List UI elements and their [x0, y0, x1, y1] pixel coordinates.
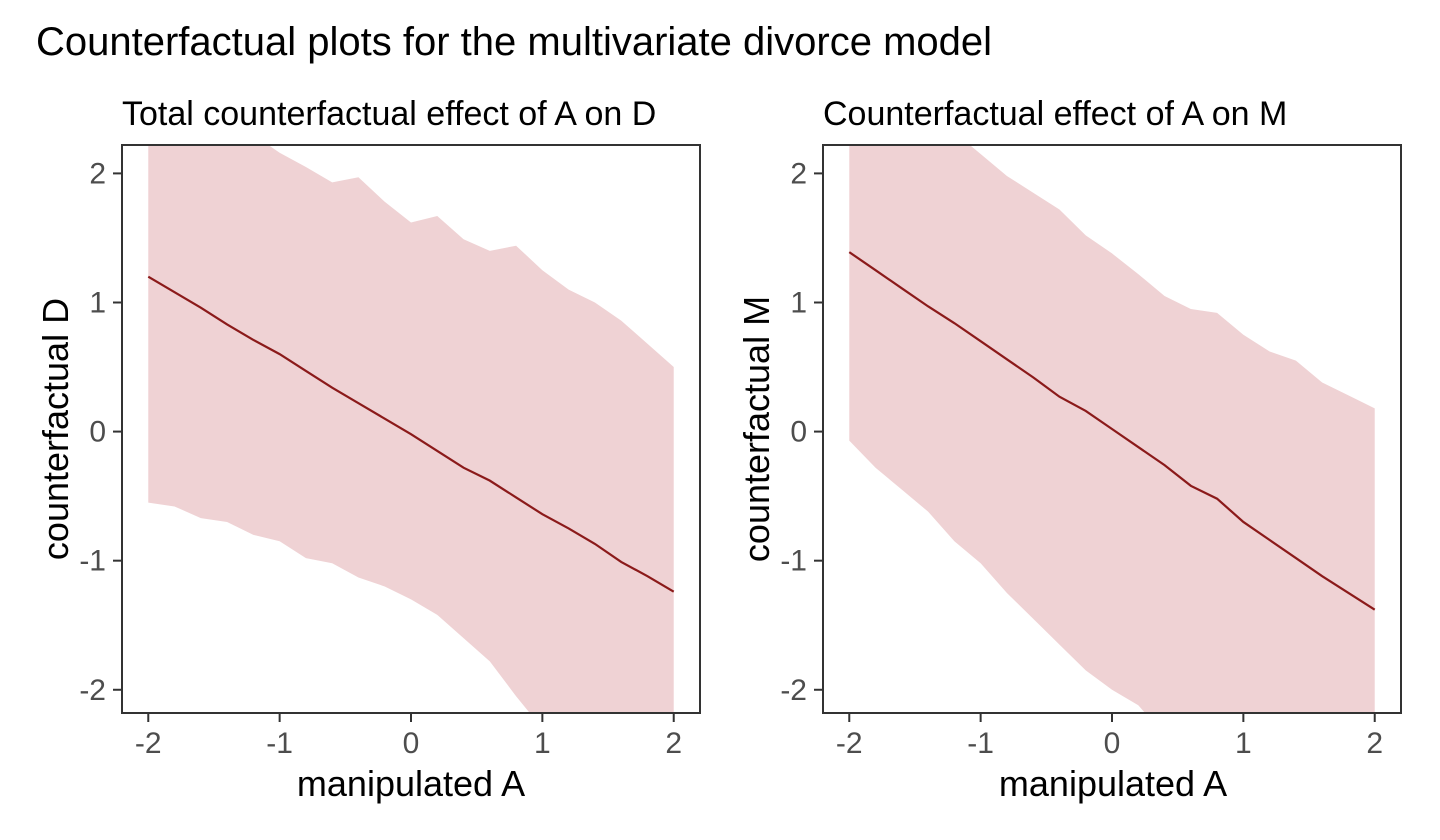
- figure-title: Counterfactual plots for the multivariat…: [36, 20, 993, 64]
- y-tick-label: -2: [780, 674, 807, 707]
- prediction-interval-ribbon: [849, 145, 1375, 713]
- posterior-mean-line: [147, 275, 675, 593]
- x-tick-label: 1: [1235, 727, 1252, 760]
- x-tick-label: -1: [967, 727, 994, 760]
- right-x-axis-title: manipulated A: [998, 763, 1228, 804]
- prediction-interval-ribbon: [148, 145, 674, 713]
- left-plot-title: Total counterfactual effect of A on D: [122, 95, 657, 133]
- y-tick-label: 0: [790, 416, 807, 449]
- x-tick-label: -1: [266, 727, 293, 760]
- x-tick-label: 0: [403, 727, 420, 760]
- right-plot-title: Counterfactual effect of A on M: [823, 95, 1288, 133]
- x-tick-label: 1: [534, 727, 551, 760]
- x-tick-label: -2: [135, 727, 162, 760]
- y-tick-label: 2: [790, 157, 807, 190]
- y-tick-label: 1: [89, 286, 106, 319]
- x-tick-label: 0: [1104, 727, 1121, 760]
- left-x-axis-title: manipulated A: [296, 763, 526, 804]
- y-tick-label: 2: [89, 157, 106, 190]
- y-tick-label: 0: [89, 416, 106, 449]
- y-tick-label: -1: [780, 545, 807, 578]
- y-tick-label: -2: [79, 674, 106, 707]
- x-tick-label: 2: [1366, 727, 1383, 760]
- x-tick-label: -2: [836, 727, 863, 760]
- left-plot-panel: -2 -1 0 1 2 -2 -1 0 1 2: [79, 144, 701, 760]
- x-tick-label: 2: [665, 727, 682, 760]
- posterior-mean-line: [848, 251, 1376, 611]
- right-plot-panel: -2 -1 0 1 2 -2 -1 0 1 2: [780, 144, 1402, 760]
- y-tick-label: -1: [79, 545, 106, 578]
- y-tick-label: 1: [790, 286, 807, 319]
